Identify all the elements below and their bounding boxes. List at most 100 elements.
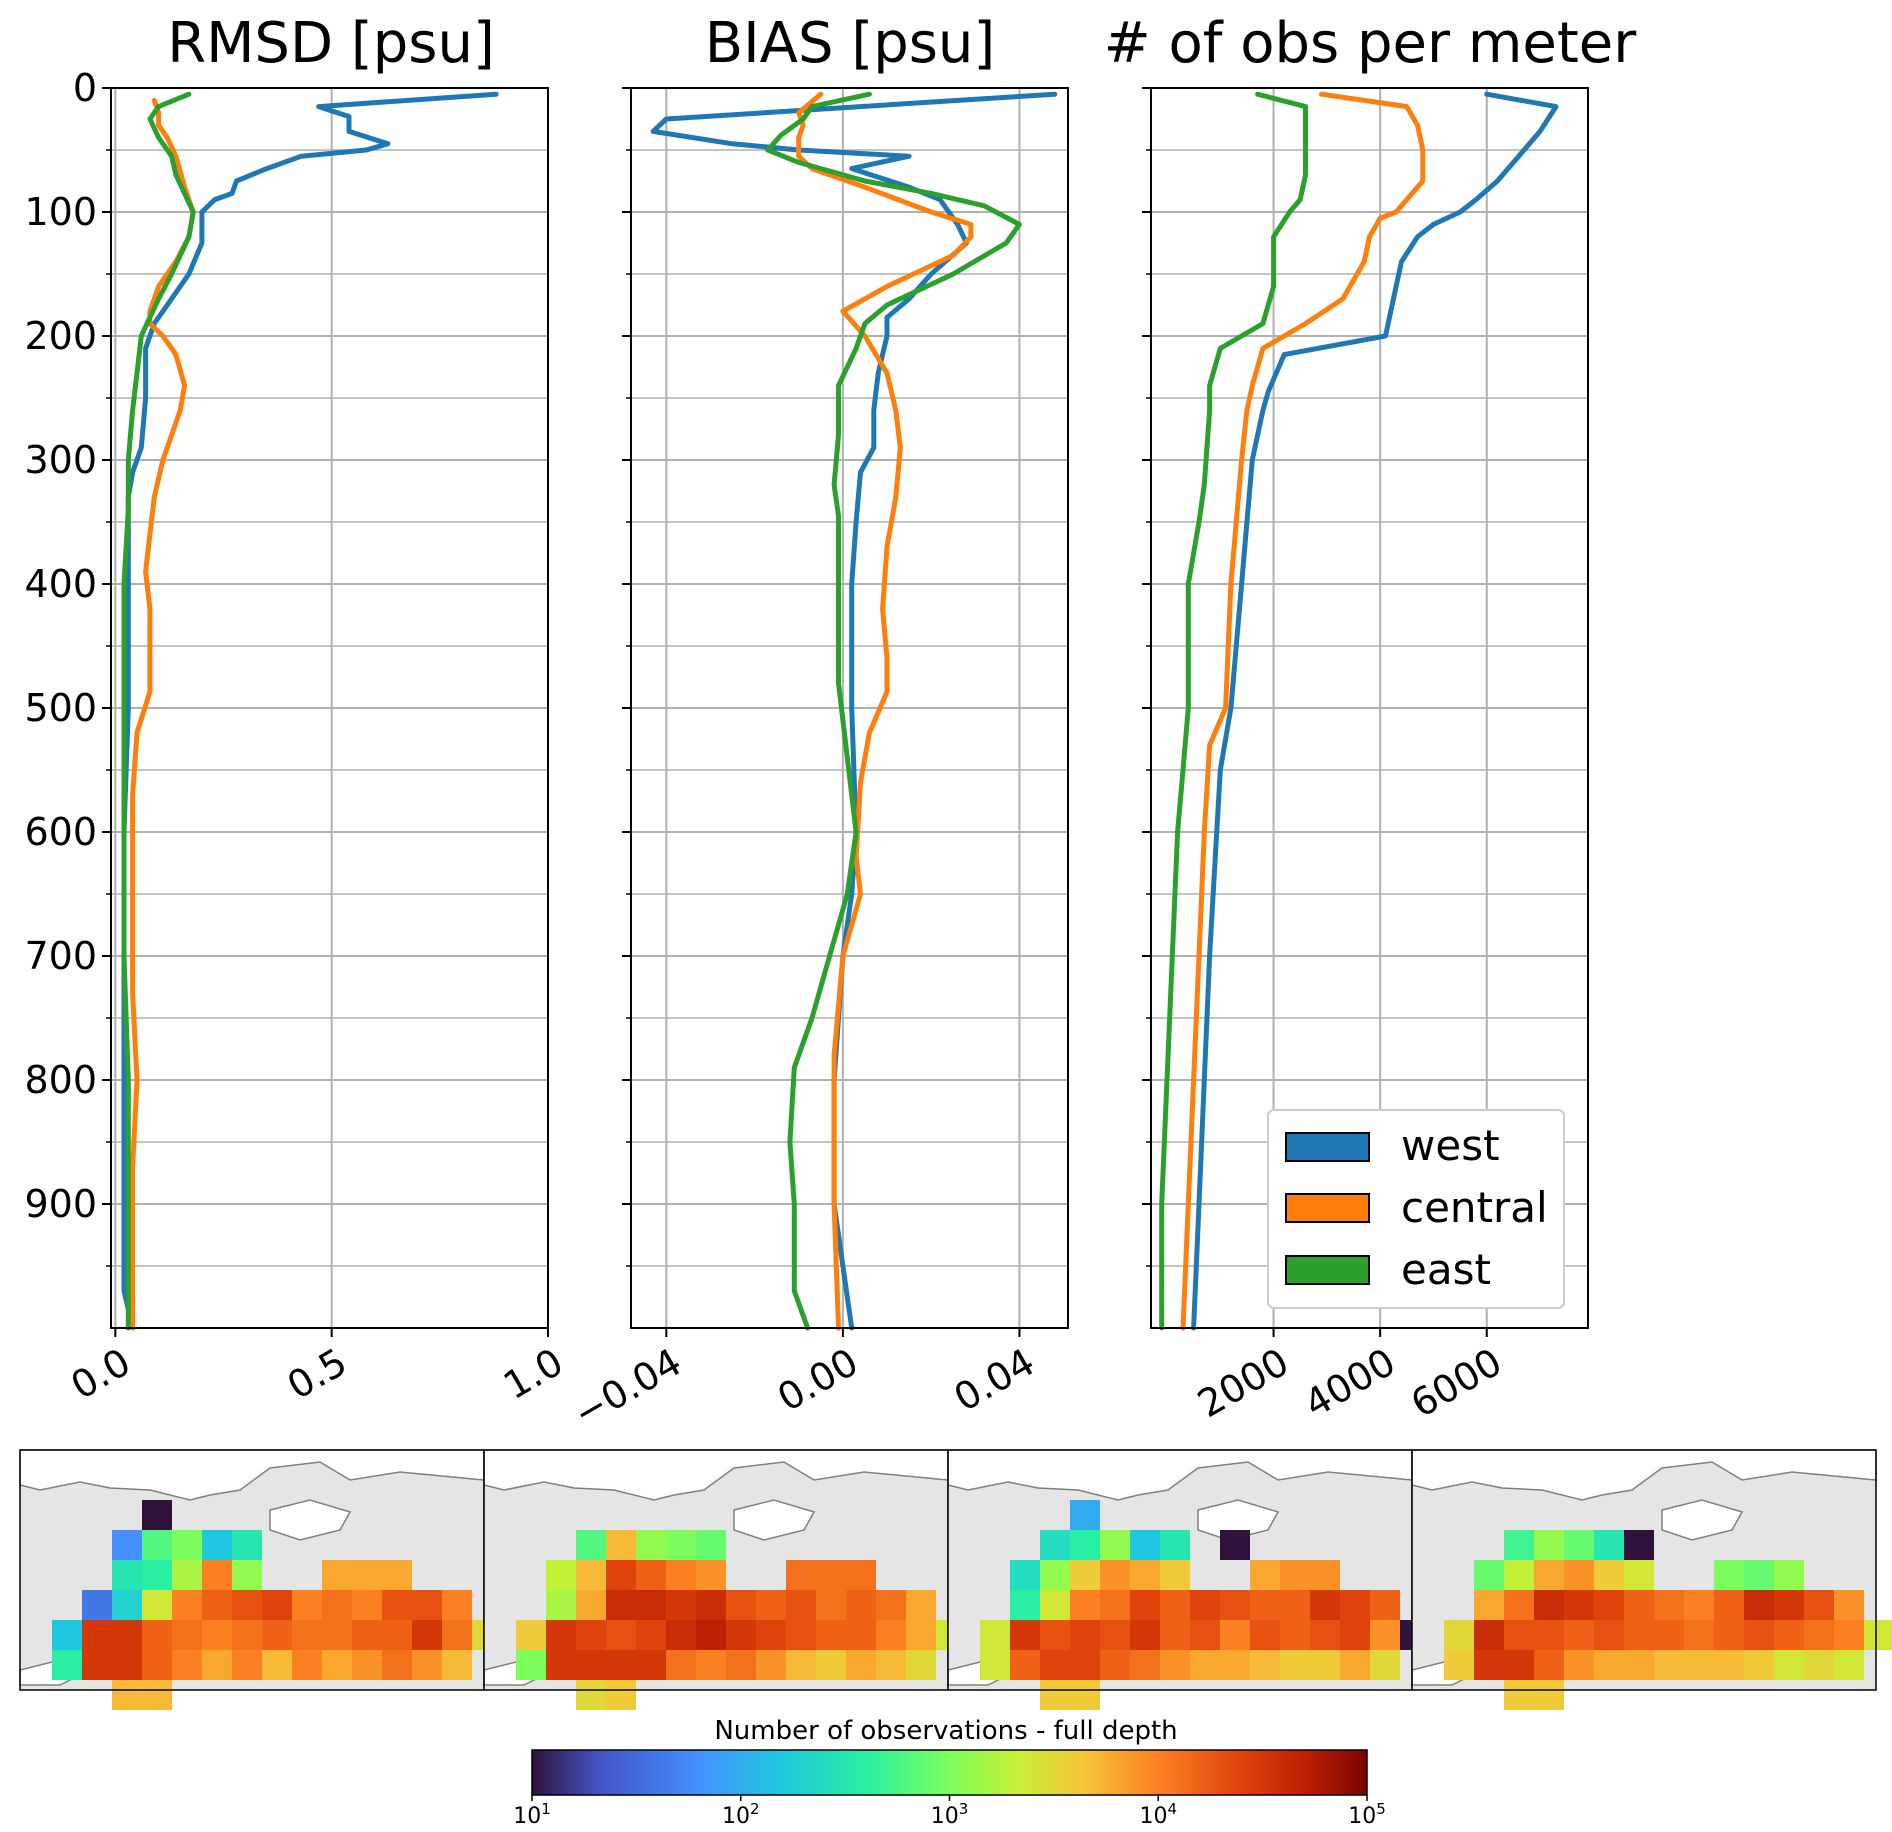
map-cell [1444, 1620, 1474, 1650]
map-cell [1160, 1650, 1190, 1680]
map-cell [606, 1650, 636, 1680]
map-cell [172, 1560, 202, 1590]
map-cell [412, 1590, 442, 1620]
map-cell [816, 1560, 846, 1590]
map-cell [1220, 1530, 1250, 1560]
map-cell [1534, 1680, 1564, 1710]
map-cell [636, 1650, 666, 1680]
map-cell [696, 1530, 726, 1560]
map-cell [322, 1590, 352, 1620]
map-cell [1040, 1650, 1070, 1680]
map-cell [1070, 1560, 1100, 1590]
map-cell [1804, 1620, 1834, 1650]
map-cell [546, 1560, 576, 1590]
map-cell [202, 1560, 232, 1590]
map-cell [1804, 1590, 1834, 1620]
map-cell [1534, 1530, 1564, 1560]
map-cell [202, 1650, 232, 1680]
map-cell [1070, 1650, 1100, 1680]
bias-lines [650, 91, 1058, 1331]
legend-swatch-central [1285, 1193, 1370, 1223]
map-cell [1714, 1590, 1744, 1620]
map-cell [606, 1560, 636, 1590]
map-cell [1594, 1530, 1624, 1560]
map-cell [1534, 1560, 1564, 1590]
land-crimea [19, 1449, 485, 1501]
map-cell [232, 1650, 262, 1680]
map-cell [1010, 1650, 1040, 1680]
map-cell [1594, 1590, 1624, 1620]
land-crimea-peninsula [1661, 1499, 1744, 1541]
map-cell [636, 1530, 666, 1560]
map-cell [112, 1620, 142, 1650]
obs-panel: # of obs per meter 2000 4000 6000 west cen… [1104, 11, 1638, 1426]
map-cell [1310, 1650, 1340, 1680]
map-cell [606, 1590, 636, 1620]
map-cell [696, 1620, 726, 1650]
map-cell [262, 1650, 292, 1680]
map-cell [1040, 1680, 1070, 1710]
map-cell [1040, 1530, 1070, 1560]
y-tick-label: 500 [24, 686, 97, 730]
map-cell [172, 1650, 202, 1680]
map-cell [1504, 1530, 1534, 1560]
map-cell [786, 1650, 816, 1680]
map-cell [382, 1620, 412, 1650]
map-cell [1684, 1590, 1714, 1620]
map-panel-2 [483, 1449, 966, 1710]
map-cell [1594, 1650, 1624, 1680]
obs-title: # of obs per meter [1104, 11, 1638, 76]
y-tick-label: 700 [24, 934, 97, 978]
map-cell [1250, 1620, 1280, 1650]
map-cell [1100, 1530, 1130, 1560]
map-cell [1534, 1590, 1564, 1620]
map-cell [382, 1560, 412, 1590]
colorbar-tick-label: 101 [513, 1800, 551, 1829]
map-cell [1474, 1560, 1504, 1590]
map-cell [906, 1620, 936, 1650]
land-crimea [483, 1449, 949, 1501]
map-cell [142, 1530, 172, 1560]
map-cell [1190, 1650, 1220, 1680]
map-cell [322, 1650, 352, 1680]
colorbar-label: Number of observations - full depth [714, 1716, 1177, 1746]
legend-swatch-west [1285, 1132, 1370, 1162]
map-cell [1040, 1590, 1070, 1620]
map-cell [1864, 1620, 1892, 1650]
map-cell [636, 1590, 666, 1620]
map-cell [1070, 1530, 1100, 1560]
map-cell [202, 1620, 232, 1650]
map-cell [112, 1650, 142, 1680]
map-panel-3 [947, 1449, 1430, 1710]
map-cell [172, 1590, 202, 1620]
map-cell [142, 1560, 172, 1590]
map-frame [1411, 1449, 1877, 1691]
land-crimea [1411, 1449, 1877, 1501]
map-cell [846, 1650, 876, 1680]
map-cell [82, 1590, 112, 1620]
colorbar-tick-label: 103 [931, 1800, 969, 1829]
rmsd-lines [121, 91, 499, 1331]
map-cell [1370, 1590, 1400, 1620]
map-panel-1 [19, 1449, 502, 1710]
map-cell [1624, 1620, 1654, 1650]
y-tick-label: 200 [24, 314, 97, 358]
map-cell [352, 1560, 382, 1590]
series-line-east [765, 91, 1022, 1331]
map-cell [202, 1590, 232, 1620]
map-cell [142, 1680, 172, 1710]
map-cell [546, 1620, 576, 1650]
map-cell [606, 1530, 636, 1560]
map-cell [1220, 1620, 1250, 1650]
map-cell [1100, 1620, 1130, 1650]
map-cell [1280, 1650, 1310, 1680]
map-cell [1774, 1560, 1804, 1590]
map-cell [412, 1650, 442, 1680]
x-tick-label: 0.5 [280, 1340, 354, 1408]
map-cell [1100, 1590, 1130, 1620]
series-line-east [1159, 91, 1308, 1331]
map-cell [82, 1620, 112, 1650]
map-cell [1594, 1560, 1624, 1590]
y-tick-label: 400 [24, 562, 97, 606]
map-cell [1280, 1590, 1310, 1620]
